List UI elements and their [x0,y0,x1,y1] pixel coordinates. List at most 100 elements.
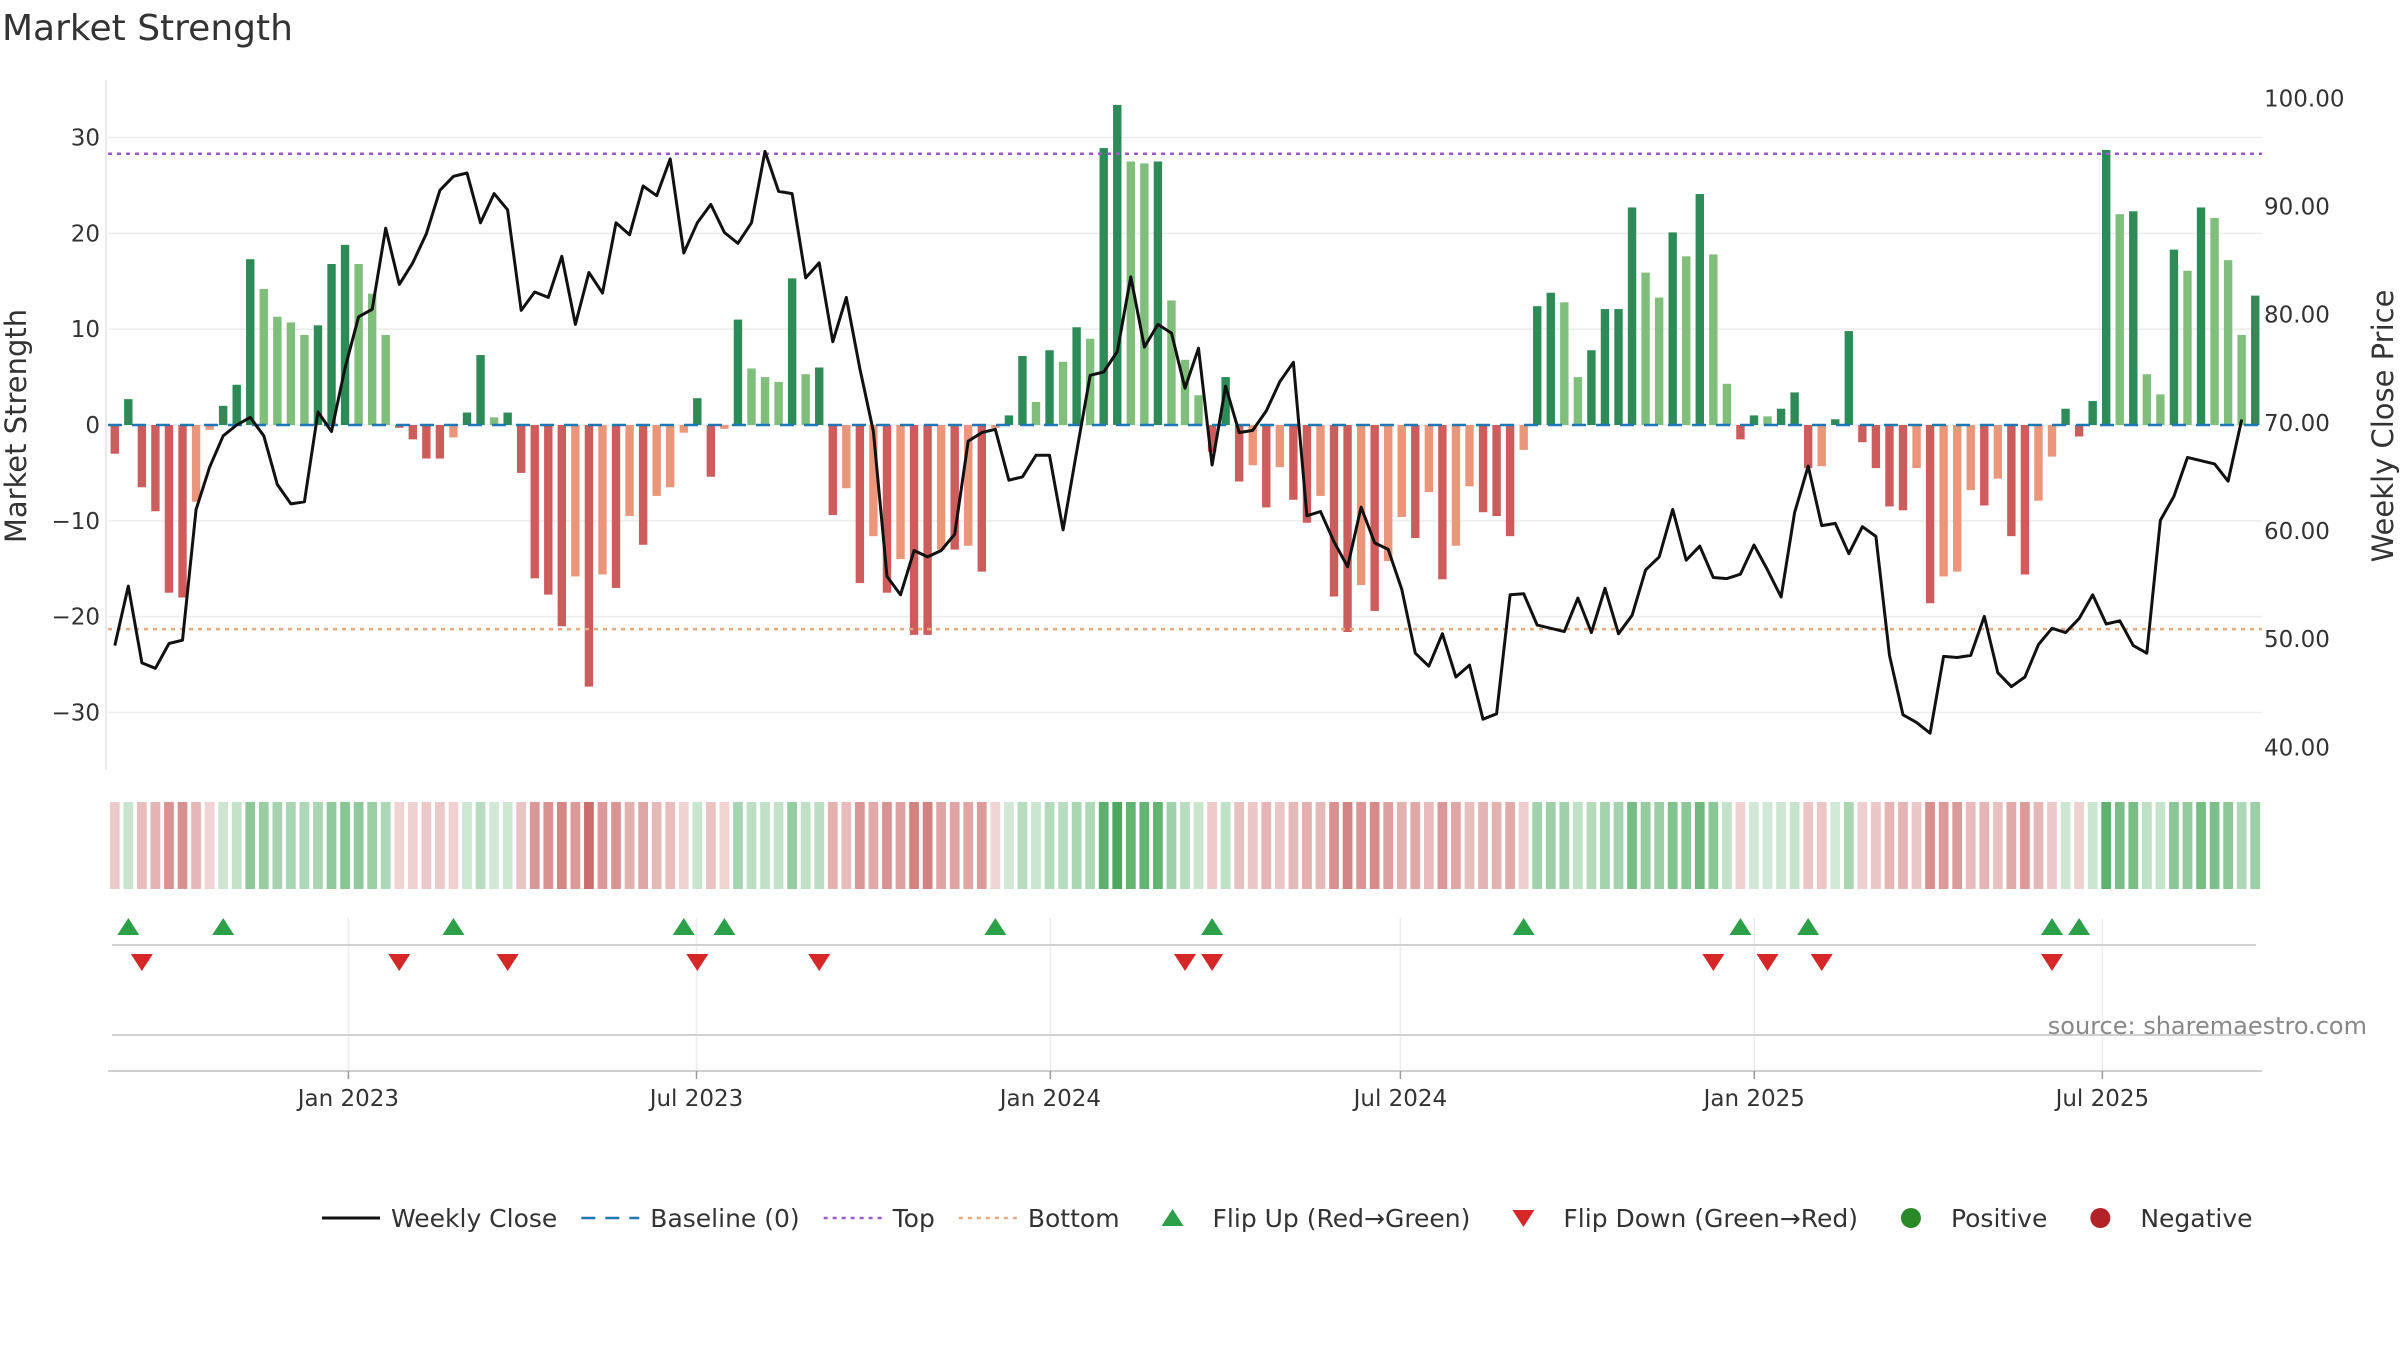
strength-bar [449,425,458,438]
legend-label: Bottom [1028,1204,1120,1233]
chart-title: Market Strength [2,8,293,49]
strength-bar [191,425,201,502]
strength-bar [1234,425,1244,482]
weekly-close-line [113,149,2244,735]
strength-bar [1600,309,1610,425]
strength-bars [110,104,2260,687]
heat-cell [624,802,635,889]
heat-cell [556,802,567,889]
strength-bar [2047,425,2057,457]
heat-cell [1247,802,1258,889]
strength-bar [923,425,932,635]
strength-bar [1004,415,1014,425]
heat-cell [1423,802,1434,889]
strength-bar [611,425,621,588]
heat-cell [800,802,811,889]
x-tick-label: Jul 2024 [1352,1086,1448,1112]
strength-bar [2074,425,2084,437]
heat-cell [963,802,974,889]
heat-cell [475,802,486,889]
strength-bar [110,425,119,454]
heat-cell [164,802,174,889]
heat-cell [1261,802,1272,889]
heat-cell [1491,802,1502,889]
strength-bar [516,425,526,473]
strength-bar [1289,425,1298,500]
strength-bar [1993,425,2003,479]
flip-markers-panel [112,918,2256,1070]
y-tick-label: 20 [71,221,100,247]
strength-bar [1424,425,1434,493]
strength-bar [1275,425,1285,468]
strength-bar [598,425,607,575]
legend-swatch-flip-down [1512,1210,1535,1227]
strength-bar [137,425,147,488]
y2-tick-label: 50.00 [2264,627,2330,653]
heat-cell [922,802,933,889]
heat-cell [1396,802,1407,889]
flip-down-marker [1174,954,1196,971]
heat-cell [1762,802,1773,889]
heat-cell [1207,802,1217,889]
strength-bar [625,425,634,517]
heat-cell [1369,802,1380,889]
heat-cell [2250,802,2261,889]
heat-cell [543,802,554,889]
y2-tick-label: 60.00 [2264,519,2330,545]
strength-bar [259,288,268,425]
heat-cell [1518,802,1529,889]
y2-axis-label: Weekly Close Price [2366,290,2400,563]
strength-bar [801,374,810,425]
heat-cell [1315,802,1326,889]
strength-bar [2007,425,2016,537]
strength-bar [1912,425,1921,469]
strength-bar [1126,161,1136,426]
heat-cell [638,802,648,889]
strength-bar [1560,302,1569,425]
heat-cell [1925,802,1935,889]
heat-cell [2087,802,2098,889]
strength-bar [1627,207,1637,425]
heat-cell [2114,802,2125,889]
heat-cell [2236,802,2247,889]
heat-cell [597,802,608,889]
flip-down-marker [1201,954,1224,971]
left-y-axis: 30 20 10 0 −10 −20 −30 [51,126,100,727]
heat-cell [1965,802,1976,889]
strength-bar [1980,425,1989,506]
heat-cell [1911,802,1922,889]
strength-bar [1776,408,1786,425]
legend-item: Flip Down (Green→Red) [1512,1204,1858,1233]
heat-cell [1789,802,1800,889]
y-tick-label: −20 [51,605,100,631]
heat-cell [651,802,662,889]
strength-bar [2237,334,2246,425]
heat-cell [1613,802,1624,889]
heat-cell [611,802,621,889]
strength-bar [774,381,783,425]
heat-cell [1383,802,1394,889]
heat-cell [1992,802,2003,889]
heat-cell [990,802,1001,889]
strength-bar [652,425,661,496]
y-tick-label: 30 [71,126,100,152]
heat-cell [299,802,310,889]
heat-cell [2155,802,2166,889]
heat-cell [462,802,472,889]
heat-cell [949,802,960,889]
flip-down-marker [130,954,153,971]
heat-cell [1085,802,1096,889]
heat-cell [1139,802,1150,889]
heat-cell [773,802,784,889]
strength-bar [1831,419,1840,425]
heat-cell [733,802,743,889]
heat-cell [1125,802,1136,889]
strength-bar [584,425,594,687]
strength-bar [1438,425,1447,580]
heat-cell [719,802,730,889]
heat-cell [218,802,229,889]
legend-item: Negative [2090,1204,2253,1233]
heat-cell [2060,802,2071,889]
strength-bar [977,425,986,572]
strength-bar [760,377,770,425]
